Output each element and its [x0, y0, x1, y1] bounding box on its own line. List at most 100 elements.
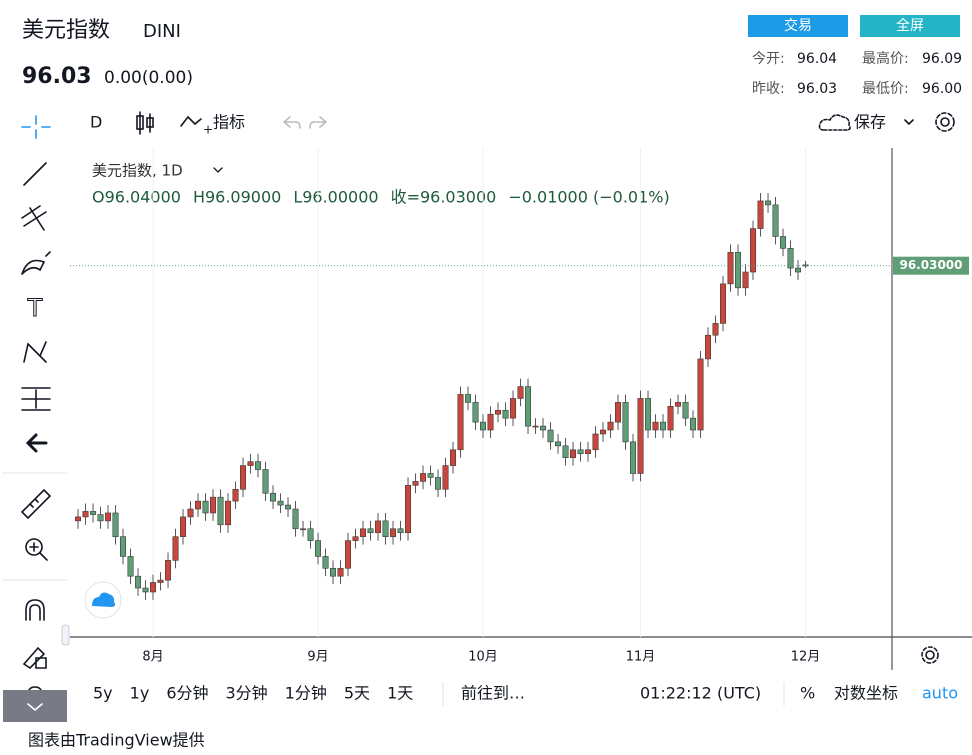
brush-tool[interactable]: [21, 251, 51, 275]
candle-body: [90, 511, 97, 515]
indicator-icon[interactable]: [180, 115, 202, 127]
candle-body: [667, 406, 674, 431]
cloud-icon[interactable]: [818, 114, 851, 131]
crosshair-tool[interactable]: [21, 115, 51, 139]
undo[interactable]: [282, 116, 301, 129]
candle-body: [307, 528, 314, 541]
stat-label: 昨收:: [752, 81, 785, 97]
ruler-tool[interactable]: [20, 488, 52, 520]
candle-body: [495, 409, 502, 415]
interval-button[interactable]: D: [90, 113, 102, 132]
trendline-tool[interactable]: [23, 162, 47, 186]
settings-icon[interactable]: [935, 112, 955, 132]
tv-logo-icon: [92, 592, 116, 607]
candle-body: [195, 500, 202, 510]
zoom-tool[interactable]: [25, 538, 43, 556]
x-tick-label: 8月: [142, 650, 163, 665]
candle-body: [82, 511, 89, 518]
candle-body: [397, 528, 404, 534]
candle-body: [600, 429, 607, 435]
x-tick-label: 10月: [468, 650, 498, 665]
stat-value: 96.04: [797, 51, 837, 67]
candle-body: [502, 409, 509, 419]
candle-body: [360, 528, 367, 537]
candle-body: [765, 200, 772, 206]
collapse-chevron: [27, 703, 43, 712]
ohlc-value: O96.04000: [92, 188, 181, 207]
candle-body: [727, 251, 734, 285]
candle-body: [682, 402, 689, 419]
price: 96.03: [22, 64, 92, 89]
percent-toggle[interactable]: %: [800, 684, 815, 703]
candle-body: [637, 398, 644, 474]
range-button[interactable]: 3分钟: [226, 684, 268, 703]
range-button[interactable]: 6分钟: [166, 684, 208, 703]
range-button[interactable]: 5y: [93, 684, 113, 703]
left-toolbar: T: [2, 115, 68, 698]
candle-body: [337, 567, 344, 577]
bottom-bar: 5y 1y 6分钟 3分钟 1分钟 5天 1天 前往到… 01:22:12 (UTC)% 对数坐标…: [93, 684, 958, 703]
candle-body: [142, 587, 149, 593]
range-button[interactable]: 1y: [130, 684, 150, 703]
candle-body: [270, 492, 277, 502]
candle-body: [472, 402, 479, 423]
redo[interactable]: [309, 116, 328, 129]
candle-body: [240, 465, 247, 490]
log-toggle[interactable]: 对数坐标: [834, 684, 898, 703]
candle-body: [712, 323, 719, 336]
candle-body: [480, 421, 487, 431]
auto-toggle[interactable]: auto: [922, 684, 958, 703]
legend-name: 美元指数, 1D: [92, 162, 183, 180]
axis-settings[interactable]: [921, 646, 939, 664]
candle-type-icon[interactable]: [136, 111, 154, 135]
forecast-tool[interactable]: [21, 387, 51, 411]
candle-body: [405, 485, 412, 534]
range-button[interactable]: 1分钟: [285, 684, 327, 703]
candle-body: [375, 520, 382, 534]
candle-body: [675, 402, 682, 407]
legend-menu[interactable]: [213, 167, 223, 173]
range-button[interactable]: 1天: [387, 684, 413, 703]
pattern-tool[interactable]: [23, 341, 47, 363]
candle-body: [420, 473, 427, 482]
lock-draw-tool[interactable]: [22, 646, 47, 670]
trade-button[interactable]: [748, 15, 848, 37]
candle-body: [757, 200, 764, 229]
ohlc-legend: O96.04000 H96.09000 L96.00000 收=96.03000 −0.…: [92, 188, 670, 207]
candle-body: [787, 248, 794, 269]
candle-body: [487, 413, 494, 431]
collapse-toolbar[interactable]: [3, 690, 67, 722]
candle-body: [262, 469, 269, 494]
candle-body: [172, 536, 179, 561]
candle-body: [367, 528, 374, 534]
magnet-tool[interactable]: [25, 599, 45, 621]
candle-body: [180, 516, 187, 537]
candle-body: [135, 575, 142, 589]
candle-body: [292, 508, 299, 530]
fullscreen-button[interactable]: [860, 15, 960, 37]
back-tool[interactable]: [25, 433, 48, 453]
candle-body: [615, 402, 622, 423]
panel-handle[interactable]: [61, 624, 70, 646]
fullscreen-button-label[interactable]: 全屏: [896, 17, 924, 34]
ohlc-value: −0.01000 (−0.01%): [508, 188, 669, 207]
save-button[interactable]: 保存: [854, 113, 886, 132]
clock: 01:22:12 (UTC): [640, 684, 761, 703]
goto-button[interactable]: 前往到…: [461, 684, 525, 703]
save-menu[interactable]: [904, 119, 914, 126]
candle-body: [622, 402, 629, 443]
candle-body: [435, 477, 442, 490]
candle-body: [592, 433, 599, 451]
change: 0.00(0.00): [104, 68, 193, 88]
indicators-button[interactable]: 指标: [213, 113, 245, 132]
text-tool[interactable]: T: [26, 294, 43, 323]
fib-tool[interactable]: [21, 205, 47, 231]
range-button[interactable]: 5天: [344, 684, 370, 703]
candle-body: [457, 394, 464, 451]
candle-body: [577, 449, 584, 455]
trade-button-label[interactable]: 交易: [784, 17, 812, 34]
candle-body: [547, 429, 554, 443]
candle-body: [742, 271, 749, 289]
candle-body: [450, 449, 457, 466]
